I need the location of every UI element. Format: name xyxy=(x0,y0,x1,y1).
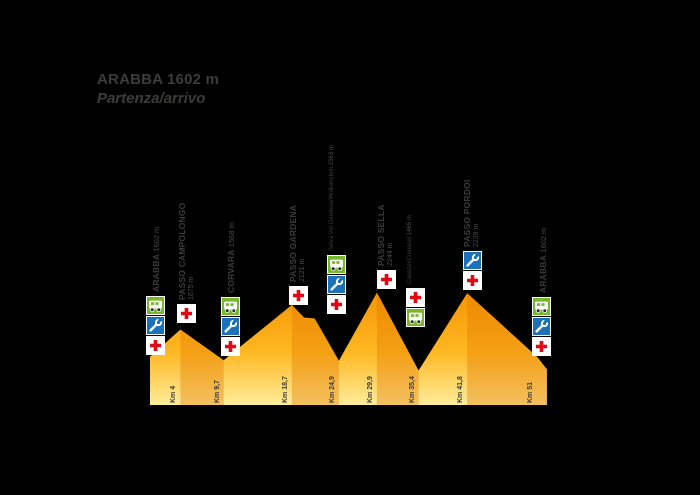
service-icon-stack xyxy=(177,304,196,323)
shuttle-bus-icon xyxy=(406,308,425,327)
waypoint-name: PASSO PORDOI xyxy=(462,179,472,247)
km-marker-label: Km 4 xyxy=(170,385,178,403)
waypoint-label: PASSO CAMPOLONGO 1875 m xyxy=(177,202,195,301)
service-icon-stack xyxy=(406,288,425,327)
mechanic-icon xyxy=(221,317,240,336)
service-icon-stack xyxy=(221,297,240,356)
km-marker-label: Km 18,7 xyxy=(281,376,289,403)
first-aid-icon xyxy=(532,337,551,356)
service-icon-stack xyxy=(377,270,396,289)
km-marker-label: Km 24,9 xyxy=(328,376,336,403)
mechanic-icon xyxy=(532,317,551,336)
waypoint-name: Selva Val Gardena/Wolkenstein xyxy=(329,165,335,251)
waypoint-label: ARABBA 1602 m xyxy=(533,228,551,293)
shuttle-bus-icon xyxy=(532,297,551,316)
waypoint-name: CORVARA xyxy=(226,247,236,293)
first-aid-icon xyxy=(221,337,240,356)
first-aid-icon xyxy=(177,304,196,323)
service-icon-stack xyxy=(463,251,482,290)
waypoint-name: PASSO SELLA xyxy=(376,204,386,266)
first-aid-icon xyxy=(463,271,482,290)
mechanic-icon xyxy=(146,316,165,335)
mountain-silhouette xyxy=(150,292,547,405)
waypoint-label: Selva Val Gardena/Wolkenstein 1563 m xyxy=(329,145,336,251)
waypoint-name: ARABBA xyxy=(151,251,161,292)
waypoint-altitude: 1563 m xyxy=(329,145,335,166)
waypoint-name: ARABBA xyxy=(538,252,548,293)
waypoint-altitude: 1465 m xyxy=(407,215,413,236)
waypoint-name: PASSO CAMPOLONGO xyxy=(177,202,187,301)
service-icon-stack xyxy=(289,286,308,305)
waypoint-label: CORVARA 1568 m xyxy=(221,222,239,293)
start-location-title: ARABBA 1602 m xyxy=(97,71,220,88)
waypoint-name: PASSO GARDENA xyxy=(288,204,298,282)
first-aid-icon xyxy=(289,286,308,305)
km-marker-label: Km 51 xyxy=(526,381,534,403)
waypoint-name: Canazei/Cianacei xyxy=(407,235,413,284)
waypoint-altitude: 1568 m xyxy=(227,222,236,248)
waypoint-altitude: 2239 m xyxy=(472,223,480,247)
waypoint-label: Canazei/Cianacei 1465 m xyxy=(407,215,414,284)
waypoint-label: PASSO PORDOI 2239 m xyxy=(462,179,480,247)
start-finish-subtitle: Partenza/arrivo xyxy=(97,90,206,107)
mechanic-icon xyxy=(463,251,482,270)
km-marker-label: Km 29,9 xyxy=(366,376,374,403)
shuttle-bus-icon xyxy=(146,296,165,315)
shuttle-bus-icon xyxy=(221,297,240,316)
first-aid-icon xyxy=(377,270,396,289)
service-icon-stack xyxy=(327,255,346,314)
waypoint-altitude: 2121 m xyxy=(298,258,306,282)
first-aid-icon xyxy=(406,288,425,307)
km-marker-label: Km 41,8 xyxy=(457,376,465,403)
km-marker-label: Km 35,4 xyxy=(408,376,416,403)
mechanic-icon xyxy=(327,275,346,294)
waypoint-altitude: 1875 m xyxy=(187,276,195,300)
shuttle-bus-icon xyxy=(327,255,346,274)
waypoint-label: PASSO SELLA 2244 m xyxy=(376,204,394,266)
service-icon-stack xyxy=(532,297,551,356)
waypoint-label: PASSO GARDENA 2121 m xyxy=(288,204,306,282)
service-icon-stack xyxy=(146,296,165,355)
km-marker-label: Km 9,7 xyxy=(213,380,221,403)
first-aid-icon xyxy=(327,295,346,314)
waypoint-altitude: 1602 m xyxy=(152,226,161,252)
title-block: ARABBA 1602 m Partenza/arrivo xyxy=(97,71,219,107)
waypoint-altitude: 1602 m xyxy=(539,227,548,253)
waypoint-altitude: 2244 m xyxy=(386,242,394,266)
waypoint-label: ARABBA 1602 m xyxy=(146,227,164,292)
first-aid-icon xyxy=(146,336,165,355)
